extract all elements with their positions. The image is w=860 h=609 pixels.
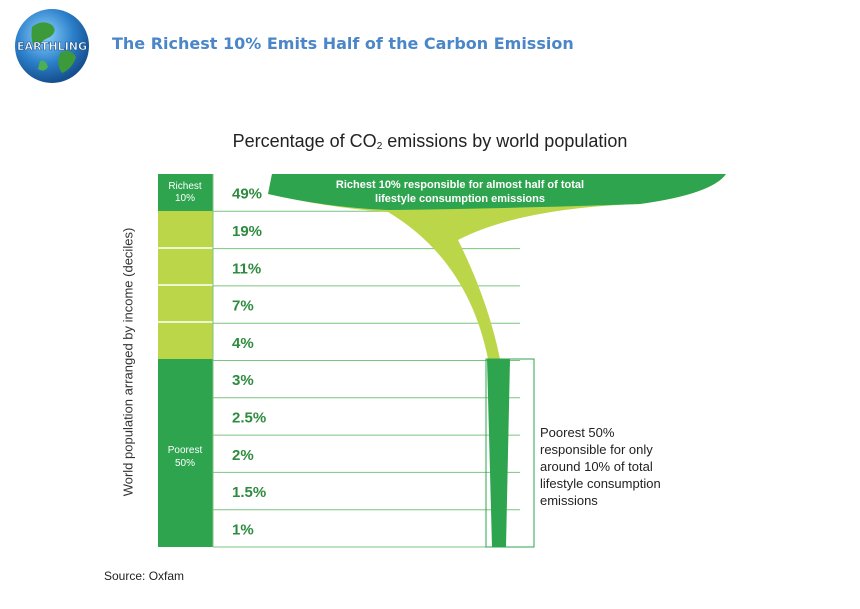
poorest-label-line1: Poorest — [168, 445, 203, 456]
decile-value-label: 2.5% — [232, 409, 266, 426]
poorest-annotation: Poorest 50% responsible for only around … — [540, 425, 661, 508]
decile-value-label: 49% — [232, 186, 262, 203]
earthling-logo: EARTHLING — [15, 9, 89, 83]
decile-value-label: 7% — [232, 298, 254, 315]
decile-value-label: 2% — [232, 447, 254, 464]
poorest-label-line2: 50% — [175, 458, 195, 469]
source-note: Source: Oxfam — [104, 569, 185, 583]
chart-title-suffix: emissions by world population — [382, 131, 628, 151]
poorest-bracket — [485, 358, 535, 548]
decile-value-label: 3% — [232, 372, 254, 389]
chart-title: Percentage of CO2 emissions by world pop… — [0, 131, 860, 152]
decile-value-label: 11% — [232, 260, 261, 277]
funnel-stem — [487, 359, 510, 547]
logo-text: EARTHLING — [17, 40, 87, 53]
chart-title-prefix: Percentage of CO — [232, 131, 377, 151]
decile-value-label: 1% — [232, 521, 254, 538]
y-axis-label: World population arranged by income (dec… — [120, 227, 136, 497]
group-dividers — [158, 247, 213, 323]
richest-label-line1: Richest — [168, 181, 202, 192]
decile-value-label: 1.5% — [232, 484, 266, 501]
richest-annotation: Richest 10% responsible for almost half … — [335, 179, 585, 205]
poorest-group-cell — [158, 359, 213, 547]
funnel-dark-top — [268, 174, 726, 210]
chart-title-subscript: 2 — [376, 141, 383, 152]
decile-rows: 49% 19% 11% 7% 4% 3% 2.5% 2% 1.5% 1% — [212, 174, 520, 548]
page-title: The Richest 10% Emits Half of the Carbon… — [112, 34, 574, 53]
decile-value-label: 19% — [232, 223, 262, 240]
decile-value-label: 4% — [232, 335, 254, 352]
richest-group-cell — [158, 174, 213, 211]
richest-label-line2: 10% — [175, 193, 195, 204]
